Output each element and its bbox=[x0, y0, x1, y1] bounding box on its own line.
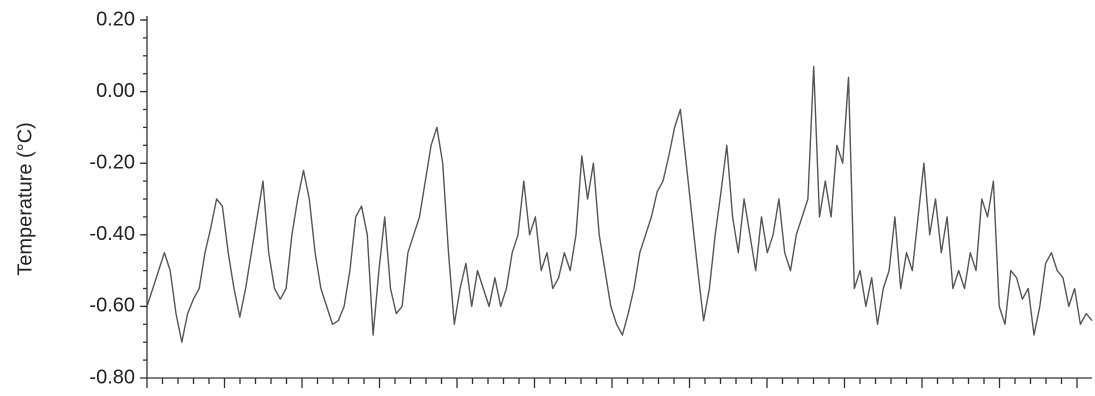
data-line bbox=[146, 65, 1093, 343]
y-tick-label: -0.80 bbox=[89, 366, 135, 388]
y-tick-label: 0.00 bbox=[96, 80, 135, 102]
y-tick-label: -0.60 bbox=[89, 295, 135, 317]
y-tick-label: 0.20 bbox=[96, 8, 135, 30]
y-axis-label: Temperature (°C) bbox=[14, 122, 36, 276]
y-tick-label: -0.20 bbox=[89, 151, 135, 173]
y-tick-label: -0.40 bbox=[89, 223, 135, 245]
